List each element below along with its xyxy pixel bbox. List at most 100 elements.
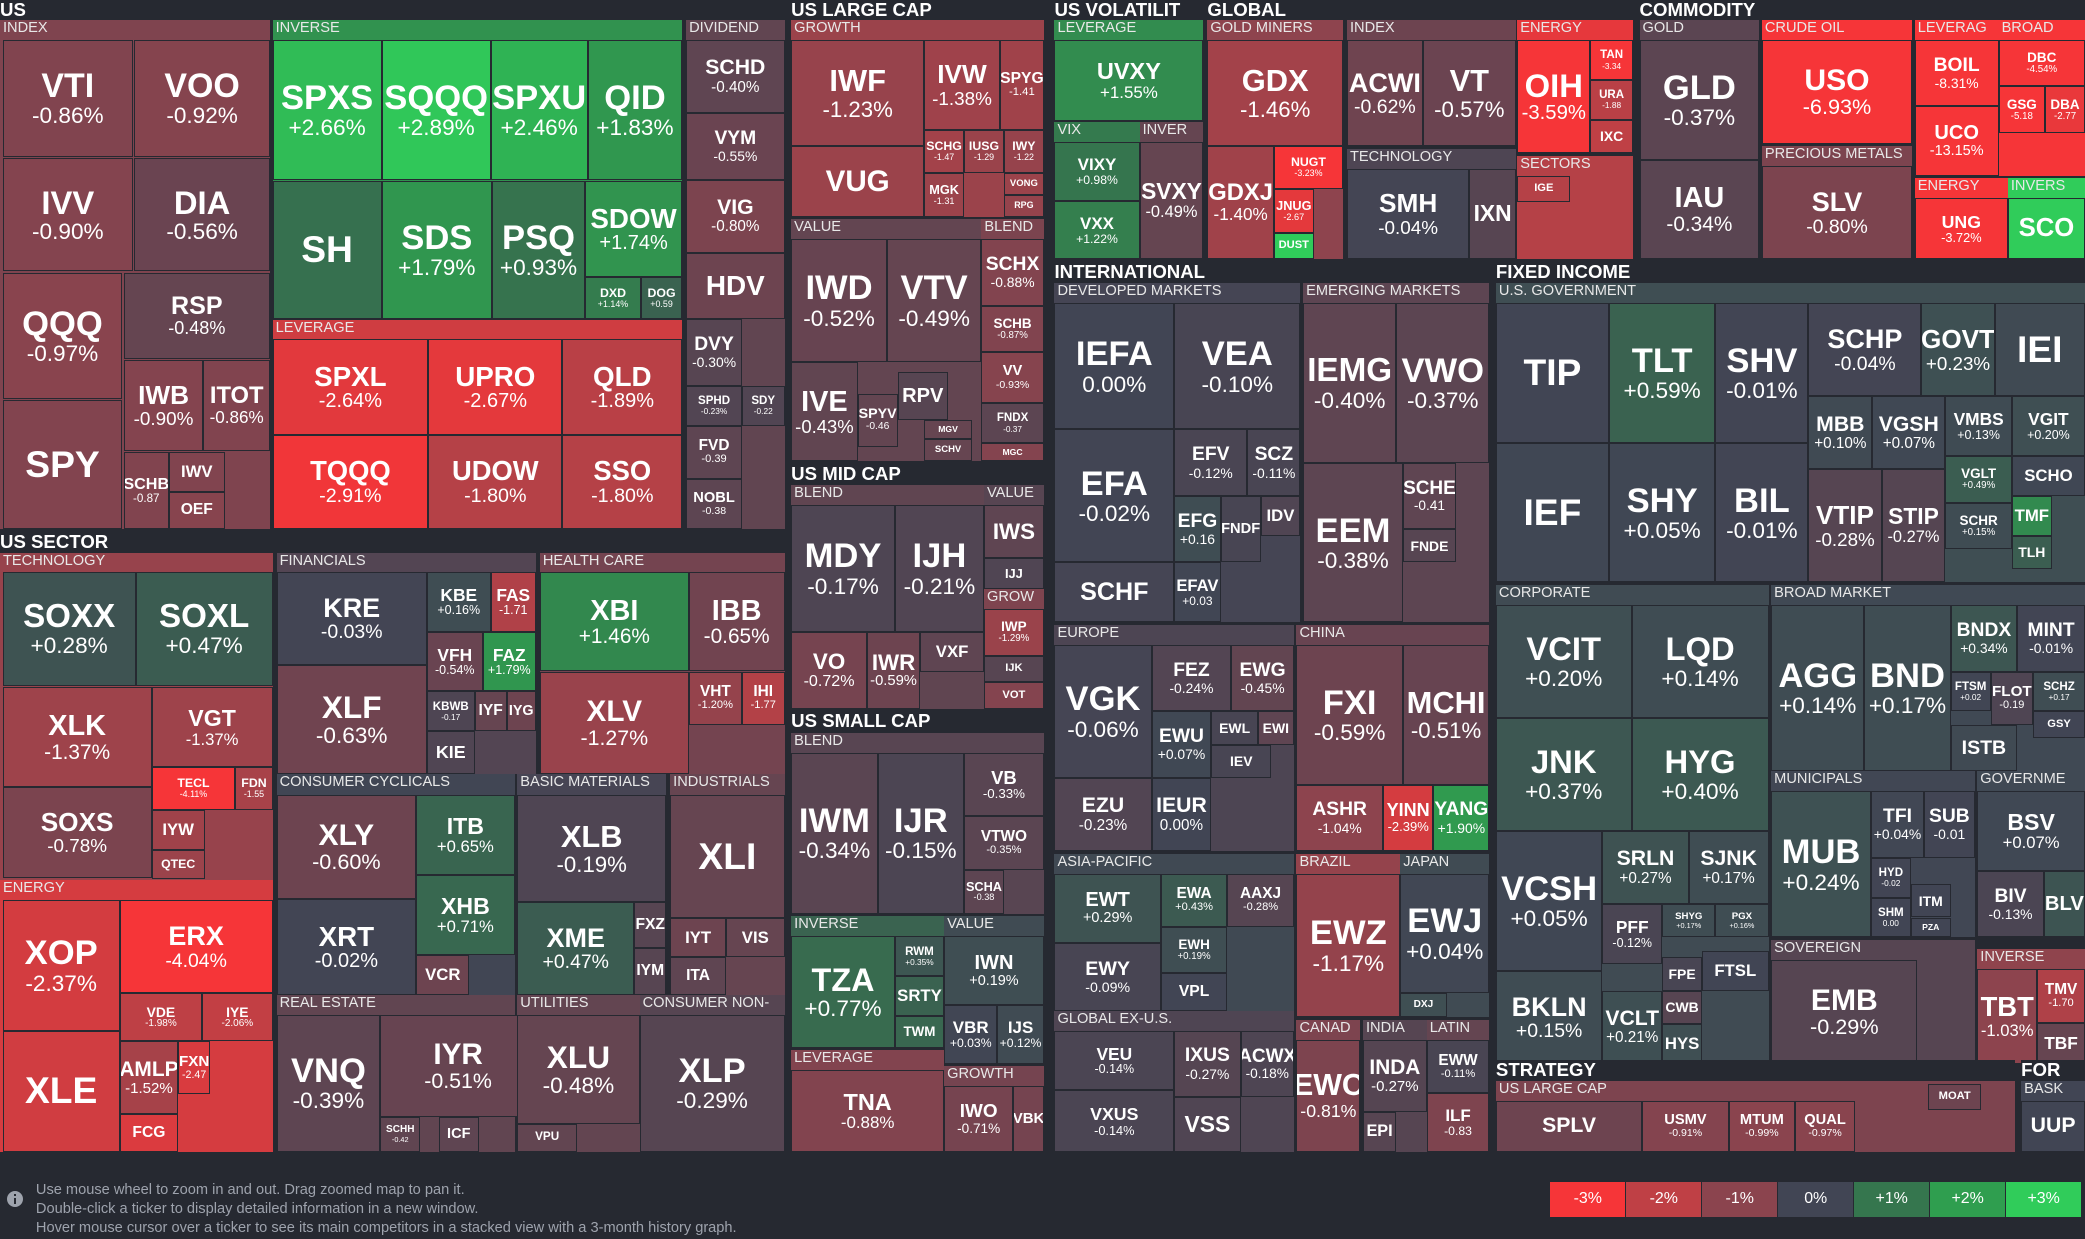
ticker-tile[interactable]: XLB -0.19% xyxy=(517,795,667,902)
ticker-tile[interactable]: SHM 0.00 xyxy=(1870,897,1911,938)
ticker-tile[interactable]: VYM -0.55% xyxy=(686,113,785,180)
ticker-tile[interactable]: SRTY xyxy=(894,976,945,1016)
ticker-tile[interactable]: TZA +0.77% xyxy=(791,936,895,1048)
ticker-tile[interactable]: SCHZ +0.17 xyxy=(2033,671,2085,712)
ticker-tile[interactable]: UUP xyxy=(2021,1101,2085,1152)
ticker-tile[interactable]: CWB xyxy=(1662,990,1703,1024)
ticker-tile[interactable]: NUGT -3.23% xyxy=(1273,146,1343,189)
ticker-tile[interactable]: MGC xyxy=(981,442,1044,462)
ticker-tile[interactable]: SHY +0.05% xyxy=(1608,442,1716,583)
ticker-tile[interactable]: IDV xyxy=(1260,495,1301,536)
ticker-tile[interactable]: EWY -0.09% xyxy=(1054,942,1161,1011)
ticker-tile[interactable]: SUB -0.01 xyxy=(1924,791,1975,858)
ticker-tile[interactable]: KIE xyxy=(426,731,475,774)
ticker-tile[interactable]: DOG +0.59 xyxy=(640,276,683,320)
ticker-tile[interactable]: EWZ -1.17% xyxy=(1296,873,1401,1018)
ticker-tile[interactable]: VDE -1.98% xyxy=(119,993,203,1042)
ticker-tile[interactable]: FLOT -0.19 xyxy=(1990,671,2034,725)
ticker-tile[interactable]: VBR +0.03% xyxy=(944,1005,998,1064)
ticker-tile[interactable]: SHYG +0.17% xyxy=(1662,904,1716,938)
ticker-tile[interactable]: VGK -0.06% xyxy=(1054,644,1152,778)
ticker-tile[interactable]: IYR -0.51% xyxy=(380,1014,536,1117)
ticker-tile[interactable]: AMLP -1.52% xyxy=(119,1041,179,1115)
ticker-tile[interactable]: SPYG -1.41 xyxy=(999,39,1044,131)
ticker-tile[interactable]: QLD -1.89% xyxy=(562,339,683,435)
ticker-tile[interactable]: TFI +0.04% xyxy=(1870,791,1925,858)
ticker-tile[interactable]: EMB -0.29% xyxy=(1771,960,1918,1064)
ticker-tile[interactable]: MDY -0.17% xyxy=(791,505,895,632)
ticker-tile[interactable]: KBE +0.16% xyxy=(426,571,491,632)
ticker-tile[interactable]: GSY xyxy=(2033,711,2085,738)
ticker-tile[interactable]: GDXJ -1.40% xyxy=(1207,146,1274,260)
ticker-tile[interactable]: IWP -1.29% xyxy=(983,609,1044,656)
ticker-tile[interactable]: IAU -0.34% xyxy=(1639,159,1760,260)
ticker-tile[interactable]: BOIL -8.31% xyxy=(1914,39,1999,107)
ticker-tile[interactable]: SCHX -0.88% xyxy=(981,239,1044,306)
ticker-tile[interactable]: TBT -1.03% xyxy=(1977,969,2038,1064)
ticker-tile[interactable]: FVD -0.39 xyxy=(686,425,742,479)
ticker-tile[interactable]: SOXS -0.78% xyxy=(2,787,152,878)
ticker-tile[interactable]: TQQQ -2.91% xyxy=(272,434,429,530)
ticker-tile[interactable]: XLP -0.29% xyxy=(639,1014,785,1152)
ticker-tile[interactable]: BLV xyxy=(2043,870,2085,938)
ticker-tile[interactable]: OIH -3.59% xyxy=(1517,39,1591,153)
ticker-tile[interactable]: VGLT +0.49% xyxy=(1945,456,2012,503)
ticker-tile[interactable]: VIS xyxy=(726,917,785,958)
ticker-tile[interactable]: SCHB -0.87% xyxy=(981,305,1044,353)
ticker-tile[interactable]: EWH +0.19% xyxy=(1160,926,1228,974)
ticker-tile[interactable]: SPHD -0.23% xyxy=(686,385,742,426)
ticker-tile[interactable]: IYT xyxy=(670,917,727,958)
ticker-tile[interactable]: XLE xyxy=(2,1030,120,1152)
ticker-tile[interactable]: IWD -0.52% xyxy=(791,239,887,362)
ticker-tile[interactable]: XLY -0.60% xyxy=(276,795,417,899)
ticker-tile[interactable]: VCLT +0.21% xyxy=(1602,990,1663,1064)
ticker-tile[interactable]: VOT xyxy=(983,682,1044,709)
ticker-tile[interactable]: STIP -0.27% xyxy=(1881,469,1946,583)
ticker-tile[interactable]: USMV -0.91% xyxy=(1642,1101,1729,1152)
ticker-tile[interactable]: IWO -0.71% xyxy=(944,1086,1014,1152)
ticker-tile[interactable]: UNG -3.72% xyxy=(1914,198,2008,260)
ticker-tile[interactable]: IXN xyxy=(1469,168,1516,260)
ticker-tile[interactable]: SPXL -2.64% xyxy=(272,339,429,435)
ticker-tile[interactable]: UDOW -1.80% xyxy=(428,434,563,530)
ticker-tile[interactable]: VONG xyxy=(1003,172,1044,196)
ticker-tile[interactable]: ERX -4.04% xyxy=(119,900,273,994)
ticker-tile[interactable]: HYD -0.02 xyxy=(1870,857,1911,898)
ticker-tile[interactable]: EFG +0.16 xyxy=(1174,495,1221,563)
ticker-tile[interactable]: SPXU +2.46% xyxy=(490,39,588,180)
ticker-tile[interactable]: IWY -1.22 xyxy=(1003,130,1044,173)
ticker-tile[interactable]: TMF xyxy=(2011,495,2052,536)
ticker-tile[interactable]: EFV -0.12% xyxy=(1174,429,1248,496)
ticker-tile[interactable]: FTSM +0.02 xyxy=(1950,671,1991,712)
ticker-tile[interactable]: TAN -3.34 xyxy=(1590,39,1633,80)
ticker-tile[interactable]: SCHF xyxy=(1054,562,1175,623)
ticker-tile[interactable]: FXI -0.59% xyxy=(1296,644,1403,785)
ticker-tile[interactable]: FTSL xyxy=(1702,950,1769,991)
ticker-tile[interactable]: SDOW +1.74% xyxy=(585,180,683,277)
ticker-tile[interactable]: TLH xyxy=(2011,535,2052,570)
ticker-tile[interactable]: IYW xyxy=(151,809,205,850)
ticker-tile[interactable]: MOAT xyxy=(1928,1083,1982,1111)
ticker-tile[interactable]: EWC -0.81% xyxy=(1296,1039,1361,1152)
ticker-tile[interactable]: EWU +0.07% xyxy=(1151,711,1212,778)
ticker-tile[interactable]: SPY xyxy=(2,400,123,530)
ticker-tile[interactable]: VHT -1.20% xyxy=(688,671,742,725)
ticker-tile[interactable]: ITB +0.65% xyxy=(416,795,515,875)
ticker-tile[interactable]: VV -0.93% xyxy=(981,352,1044,403)
ticker-tile[interactable]: SCHG -1.47 xyxy=(924,130,965,173)
ticker-tile[interactable]: MCHI -0.51% xyxy=(1402,644,1490,785)
ticker-tile[interactable]: VIG -0.80% xyxy=(686,179,785,253)
ticker-tile[interactable]: XHB +0.71% xyxy=(416,874,515,955)
ticker-tile[interactable]: EZU -0.23% xyxy=(1054,777,1152,851)
ticker-tile[interactable]: VPU xyxy=(517,1123,578,1152)
ticker-tile[interactable]: IHI -1.77 xyxy=(741,671,785,725)
ticker-tile[interactable]: XLK -1.37% xyxy=(2,687,152,788)
ticker-tile[interactable]: IEF xyxy=(1495,442,1609,583)
ticker-tile[interactable]: MGV xyxy=(924,420,972,439)
ticker-tile[interactable]: FAS -1.71 xyxy=(490,571,536,632)
ticker-tile[interactable]: BSV +0.07% xyxy=(1977,791,2085,871)
ticker-tile[interactable]: VWO -0.37% xyxy=(1396,303,1490,463)
ticker-tile[interactable]: SOXX +0.28% xyxy=(2,571,136,687)
ticker-tile[interactable]: UVXY +1.55% xyxy=(1054,39,1204,121)
ticker-tile[interactable]: EWT +0.29% xyxy=(1054,873,1161,943)
